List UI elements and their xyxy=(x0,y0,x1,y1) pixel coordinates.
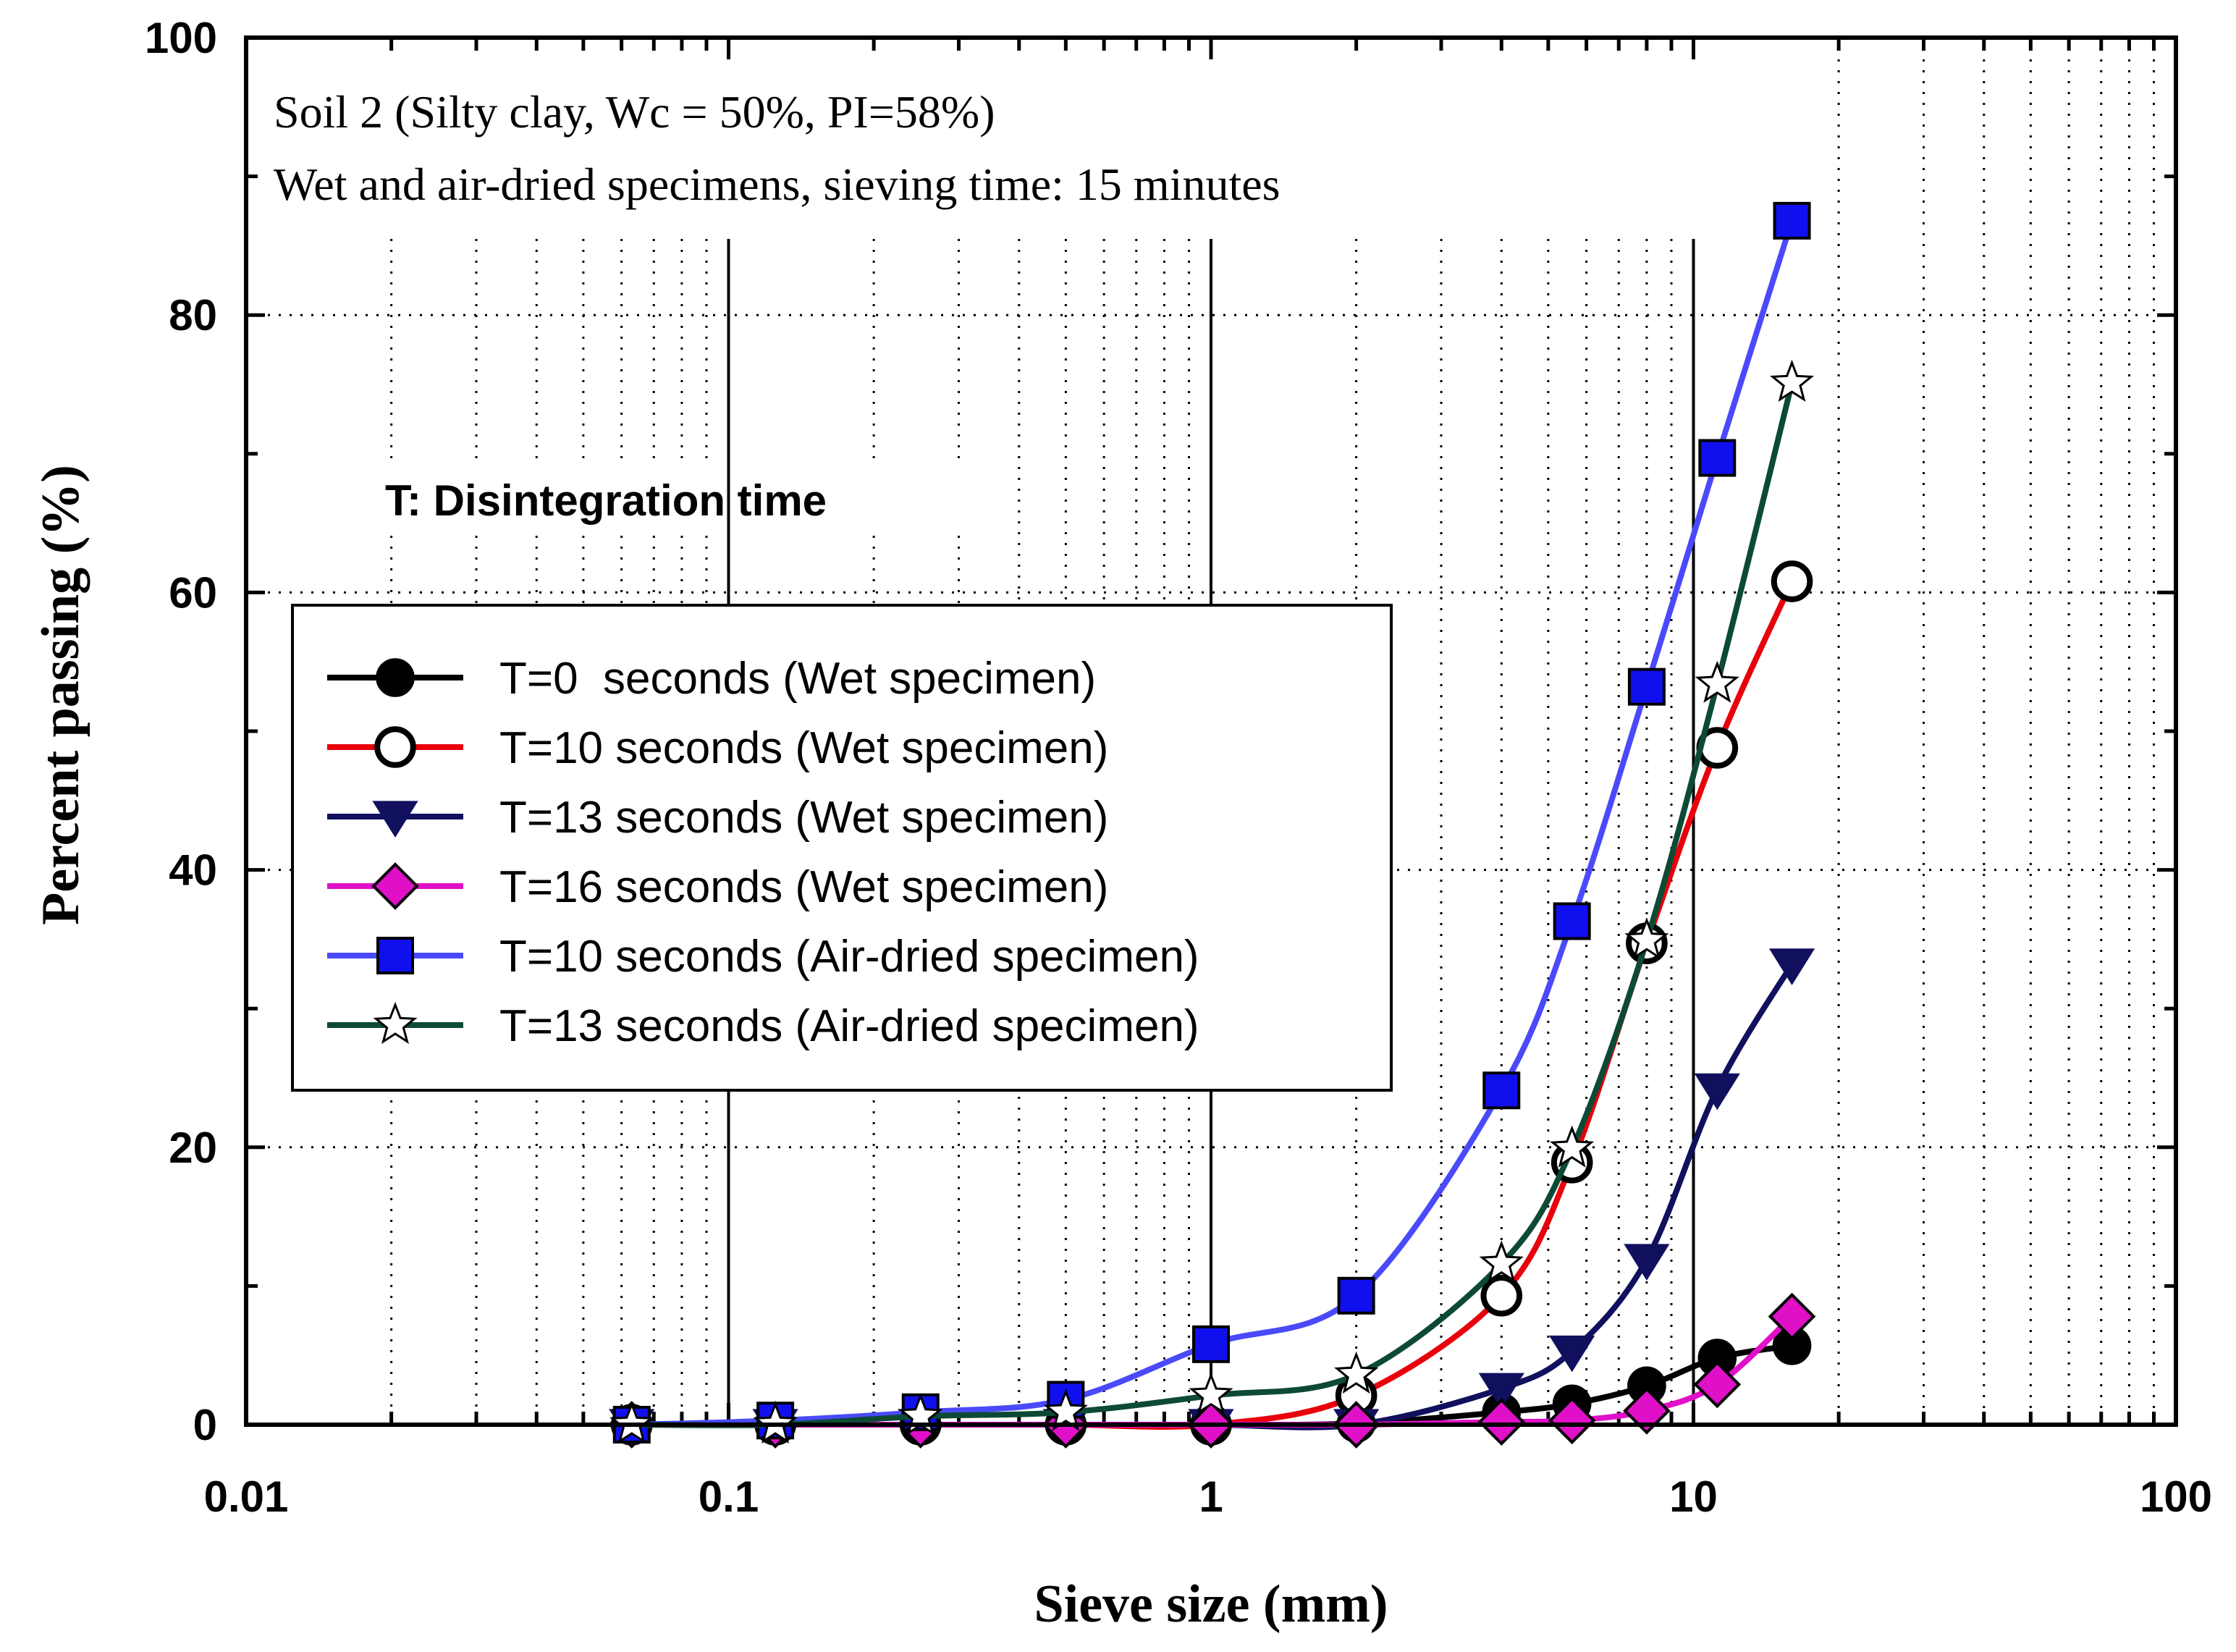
legend-item: T=13 seconds (Wet specimen) xyxy=(327,793,1108,843)
y-tick-label: 40 xyxy=(169,846,217,895)
x-tick-label: 1 xyxy=(1199,1472,1223,1521)
data-point xyxy=(1624,917,1669,960)
data-point xyxy=(374,726,416,768)
series-layer xyxy=(607,201,1816,1449)
data-point xyxy=(1768,948,1815,985)
data-point xyxy=(1043,1388,1088,1431)
tick-labels: 0.01 0.1 1 10 100 0 20 40 60 80 100 xyxy=(145,14,2212,1521)
data-point xyxy=(1695,660,1739,703)
chart-title: Soil 2 (Silty clay, Wc = 50%, PI=58%) xyxy=(274,86,995,138)
data-point xyxy=(1337,1276,1375,1315)
data-point xyxy=(1189,1372,1233,1415)
data-point xyxy=(1694,1073,1740,1111)
data-point xyxy=(376,937,414,974)
legend: T=0 seconds (Wet specimen) T=10 seconds (… xyxy=(291,604,1393,1092)
data-point xyxy=(1768,1292,1816,1341)
legend-item: T=10 seconds (Air-dried specimen) xyxy=(327,932,1199,982)
data-point xyxy=(1548,1396,1596,1445)
grid xyxy=(246,38,2176,1425)
legend-label: T=10 seconds (Wet specimen) xyxy=(499,723,1108,773)
legend-label: T=13 seconds (Air-dried specimen) xyxy=(499,1001,1199,1051)
data-point xyxy=(1550,1125,1595,1168)
data-point xyxy=(1769,359,1815,403)
series-line xyxy=(631,382,1795,1428)
plot-frame xyxy=(244,35,2178,1427)
data-point xyxy=(371,862,419,910)
y-tick-label: 80 xyxy=(169,291,217,340)
x-tick-label: 10 xyxy=(1669,1472,1718,1521)
legend-label: T=0 seconds (Wet specimen) xyxy=(499,654,1096,704)
x-axis-label: Sieve size (mm) xyxy=(1034,1575,1388,1634)
data-point xyxy=(1477,1398,1526,1446)
data-point xyxy=(1698,439,1737,477)
legend-label: T=13 seconds (Wet specimen) xyxy=(499,793,1108,843)
x-tick-label: 100 xyxy=(2140,1472,2212,1521)
data-point xyxy=(1553,902,1591,940)
legend-item: T=10 seconds (Wet specimen) xyxy=(327,723,1108,773)
y-tick-label: 20 xyxy=(169,1124,217,1172)
annotation-disintegration-time: T: Disintegration time xyxy=(385,476,827,525)
data-point xyxy=(1549,1335,1595,1373)
legend-label: T=10 seconds (Air-dried specimen) xyxy=(499,932,1199,982)
legend-item: T=0 seconds (Wet specimen) xyxy=(327,654,1096,704)
legend-item: T=16 seconds (Wet specimen) xyxy=(327,862,1108,912)
y-tick-label: 100 xyxy=(145,14,217,62)
series-6 xyxy=(609,359,1815,1444)
data-point xyxy=(1478,1373,1524,1410)
data-point xyxy=(373,1001,418,1045)
data-point xyxy=(1624,1244,1670,1281)
data-point xyxy=(1623,1387,1671,1435)
x-tick-label: 0.1 xyxy=(699,1472,759,1521)
data-point xyxy=(1480,1275,1523,1317)
data-point xyxy=(376,658,415,697)
legend-label: T=16 seconds (Wet specimen) xyxy=(499,862,1108,912)
data-point xyxy=(1482,1071,1521,1110)
y-axis-label: Percent passing (%) xyxy=(31,465,90,925)
y-tick-label: 60 xyxy=(169,568,217,617)
data-point xyxy=(1192,1325,1230,1363)
x-tick-label: 0.01 xyxy=(204,1472,289,1521)
data-point xyxy=(1773,201,1811,240)
data-point xyxy=(1627,667,1666,706)
data-point xyxy=(1693,1360,1742,1409)
legend-items: T=0 seconds (Wet specimen) T=10 seconds (… xyxy=(327,654,1199,1051)
data-point xyxy=(1479,1240,1524,1283)
legend-box xyxy=(291,604,1393,1092)
data-point xyxy=(1771,560,1813,602)
y-tick-label: 0 xyxy=(193,1401,217,1449)
legend-item: T=13 seconds (Air-dried specimen) xyxy=(327,1001,1199,1051)
data-point xyxy=(1334,1351,1379,1394)
chart-subtitle: Wet and air-dried specimens, sieving tim… xyxy=(274,159,1281,210)
data-point xyxy=(372,801,418,838)
